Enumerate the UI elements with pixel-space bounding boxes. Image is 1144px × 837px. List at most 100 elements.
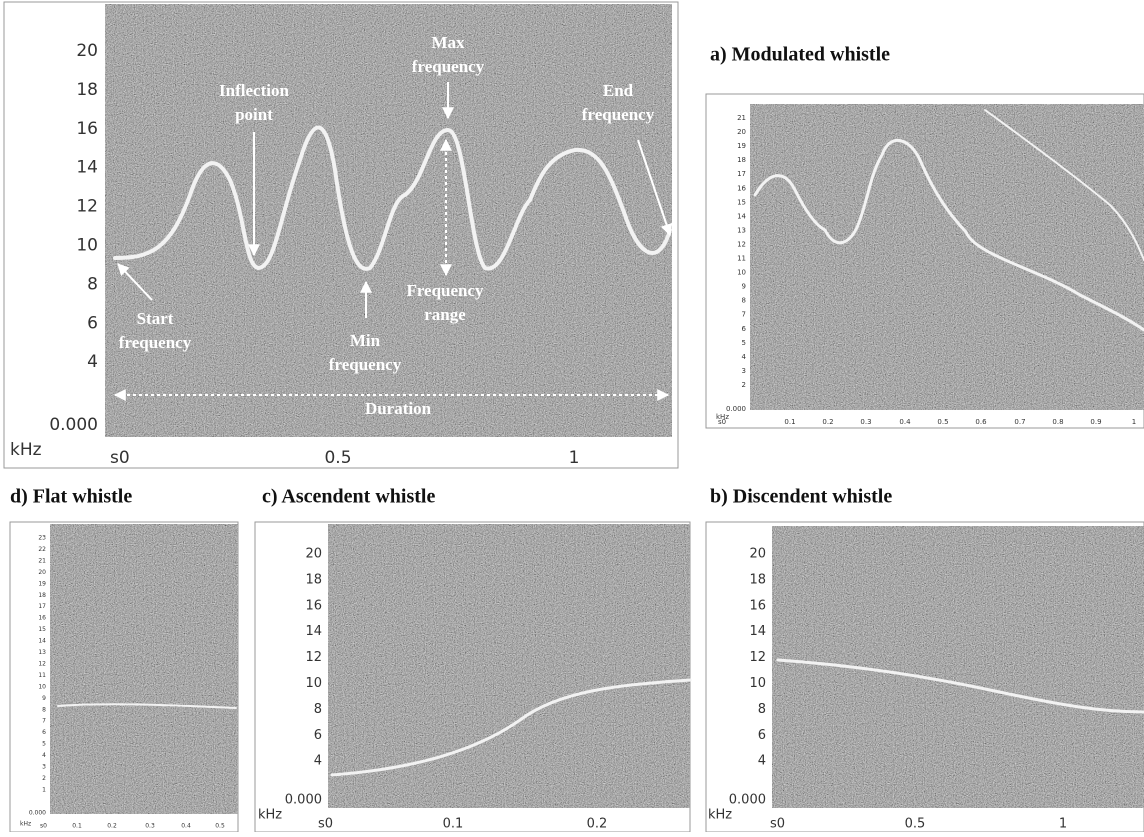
y-tick-label: 0.000 (726, 405, 746, 413)
y-tick-label: 14 (38, 638, 46, 645)
y-tick-label: 8 (758, 702, 766, 717)
x-tick-label: 1 (1059, 817, 1067, 832)
panel-title: b) Discendent whistle (710, 486, 892, 508)
annotation: frequency (329, 355, 402, 374)
y-unit: kHz (258, 808, 282, 823)
y-tick-label: 6 (314, 728, 322, 743)
y-tick-label: 0.000 (29, 810, 46, 817)
annotation-arrows (113, 82, 673, 401)
y-tick-label: 20 (76, 41, 98, 61)
y-unit: kHz (10, 440, 42, 460)
y-tick-label: 22 (38, 546, 46, 553)
y-tick-label: 5 (742, 339, 746, 347)
y-tick-label: 18 (737, 156, 746, 164)
y-tick-label: 20 (305, 547, 322, 562)
annotation: Frequency (406, 281, 484, 300)
y-tick-label: 11 (737, 255, 746, 263)
y-tick-label: 16 (749, 598, 766, 613)
y-tick-label: 10 (737, 269, 746, 277)
y-tick-label: 4 (314, 754, 322, 769)
y-tick-label: 17 (38, 603, 46, 610)
y-tick-label: 16 (737, 184, 746, 192)
y-tick-label: 20 (38, 569, 46, 576)
x-tick-label: 0.8 (1052, 418, 1063, 426)
y-tick-label: 18 (749, 572, 766, 587)
y-unit: kHz (20, 821, 31, 828)
annotation: Start (137, 309, 174, 328)
y-tick-label: 21 (38, 557, 46, 564)
x-tick-label: 0.3 (860, 418, 871, 426)
y-tick-label: 8 (742, 297, 746, 305)
y-tick-label: 4 (42, 752, 46, 759)
y-tick-label: 1 (42, 786, 46, 793)
y-tick-label: 23 (38, 535, 46, 542)
y-tick-label: 20 (749, 547, 766, 562)
y-tick-label: 10 (749, 676, 766, 691)
x-tick-label: s0 (318, 817, 333, 832)
annotation: Inflection (219, 81, 289, 100)
y-tick-label: 9 (742, 283, 746, 291)
x-tick-label: 0.3 (145, 823, 155, 830)
annotation: range (424, 305, 466, 324)
y-tick-label: 2 (742, 381, 746, 389)
y-tick-label: 13 (38, 649, 46, 656)
y-tick-label: 10 (76, 236, 98, 256)
y-tick-label: 0.000 (729, 793, 766, 808)
y-tick-label: 0.000 (285, 793, 322, 808)
y-tick-label: 19 (38, 580, 46, 587)
y-tick-label: 14 (76, 158, 98, 178)
y-tick-label: 18 (76, 80, 98, 100)
y-tick-label: 12 (737, 240, 746, 248)
y-tick-label: 21 (737, 114, 746, 122)
y-tick-label: 3 (742, 367, 746, 375)
y-tick-label: 9 (42, 695, 46, 702)
annotation: point (235, 105, 273, 124)
y-tick-label: 8 (42, 706, 46, 713)
y-tick-label: 12 (38, 660, 46, 667)
x-tick-label: 0.7 (1014, 418, 1025, 426)
x-tick-label: 0.1 (72, 823, 82, 830)
y-tick-label: 12 (749, 650, 766, 665)
x-tick-label: s0 (110, 448, 130, 468)
y-tick-label: 10 (38, 683, 46, 690)
y-tick-label: 18 (38, 592, 46, 599)
y-tick-label: 16 (305, 598, 322, 613)
annotation: Duration (365, 399, 432, 418)
y-tick-label: 14 (737, 212, 746, 220)
x-tick-label: 0.4 (899, 418, 911, 426)
y-tick-label: 8 (314, 702, 322, 717)
x-tick-label: 0.6 (975, 418, 987, 426)
y-tick-label: 11 (38, 672, 46, 679)
annotation: frequency (119, 333, 192, 352)
x-tick-label: 0.1 (784, 418, 795, 426)
x-tick-label: 0.2 (822, 418, 833, 426)
y-tick-label: 2 (42, 775, 46, 782)
y-tick-label: 4 (742, 353, 747, 361)
spectrogram (328, 524, 690, 808)
x-tick-label: 0.5 (905, 817, 926, 832)
y-tick-label: 6 (42, 729, 46, 736)
spectrogram (750, 104, 1144, 410)
spectrogram (50, 524, 238, 814)
x-tick-label: 0.5 (937, 418, 948, 426)
spectrogram (772, 526, 1144, 808)
annotation: frequency (582, 105, 655, 124)
y-tick-label: 4 (758, 754, 766, 769)
y-tick-label: 16 (38, 615, 46, 622)
y-tick-label: 5 (42, 741, 46, 748)
y-unit: kHz (708, 808, 732, 823)
y-tick-label: 20 (737, 128, 746, 136)
y-tick-label: 6 (742, 325, 747, 333)
annotation: Max (431, 33, 465, 52)
y-tick-label: 16 (76, 119, 98, 139)
y-tick-label: 17 (737, 170, 746, 178)
y-tick-label: 12 (305, 650, 322, 665)
y-tick-label: 7 (742, 311, 746, 319)
y-tick-label: 13 (737, 226, 746, 234)
panel-title: d) Flat whistle (10, 486, 132, 508)
x-tick-label: s0 (40, 823, 47, 830)
x-tick-label: s0 (770, 817, 785, 832)
y-unit: kHz (716, 413, 729, 421)
y-tick-label: 15 (38, 626, 46, 633)
